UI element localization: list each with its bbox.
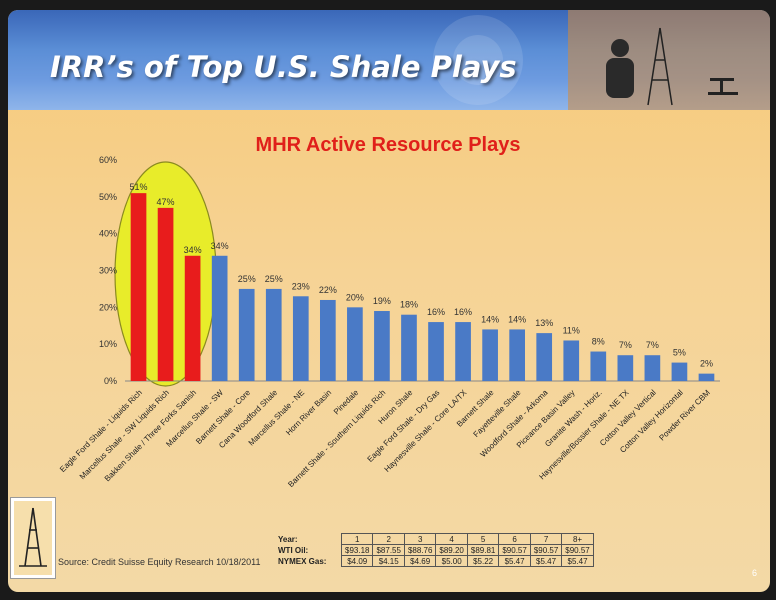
year-cell: 3 [403,533,437,545]
year-cell: 6 [498,533,531,545]
data-label: 20% [346,292,364,302]
chart-title: MHR Active Resource Plays [255,134,521,156]
bar [482,329,498,381]
oil-rig-icon [647,27,673,106]
year-cell: 1 [340,533,374,545]
bar [617,355,634,381]
company-logo [10,497,56,579]
row-label: NYMEX Gas: [278,556,327,566]
data-label: 16% [427,307,445,317]
year-cell: 2 [372,533,405,545]
category-label: Fayetteville Shale [472,388,523,439]
price-cell: $93.18 [340,544,374,556]
data-label: 8% [592,337,605,347]
source-note: Source: Credit Suisse Equity Research 10… [58,557,261,567]
bar [590,351,607,381]
page-number: 6 [752,568,758,578]
y-tick-label: 0% [104,376,117,386]
data-label: 7% [619,340,632,350]
data-label: 16% [454,307,472,317]
y-tick-label: 10% [99,339,117,349]
bar [347,307,363,381]
bar [238,288,255,381]
data-label: 22% [319,285,337,295]
bar [130,193,147,381]
title-banner: IRR’s of Top U.S. Shale Plays [8,10,770,110]
price-cell: $89.81 [466,544,500,556]
bar [265,288,282,381]
data-label: 5% [673,348,686,358]
bar [184,255,201,381]
year-cell: 4 [435,533,468,545]
price-header-row: Year: 1 2 3 4 5 6 7 8+ [275,533,594,545]
banner-title: IRR’s of Top U.S. Shale Plays [50,50,517,84]
price-cell: $90.57 [561,544,594,556]
price-cell: $88.76 [403,544,437,556]
price-cell: $4.09 [340,555,374,567]
bar [644,355,661,381]
bar [563,340,580,381]
bar [509,329,526,381]
data-label: 2% [700,359,713,369]
year-cell: 7 [529,533,563,545]
data-label: 18% [400,300,418,310]
pumpjack-icon [708,78,738,95]
y-tick-label: 40% [99,229,117,239]
data-label: 11% [563,325,580,335]
bar [401,314,417,381]
data-label: 25% [265,274,283,284]
price-cell: $89.20 [435,544,468,556]
data-label: 14% [481,314,499,324]
row-label: WTI Oil: [278,545,309,555]
year-header: Year: [278,534,298,544]
data-label: 7% [646,340,659,350]
price-cell: $5.47 [529,555,563,567]
bar [374,311,390,381]
price-cell: $5.47 [498,555,531,567]
data-label: 13% [535,318,553,328]
data-label: 34% [211,241,229,251]
data-label: 19% [373,296,391,306]
data-label: 25% [238,274,256,284]
y-tick-label: 50% [99,192,117,202]
bar [157,207,174,381]
y-tick-label: 60% [99,155,117,165]
y-tick-label: 30% [99,266,117,276]
bar [536,333,553,381]
worker-silhouette-icon [606,39,634,98]
y-tick-label: 20% [99,302,117,312]
data-label: 51% [130,182,148,192]
bar [428,322,444,381]
bar [671,362,688,381]
category-label: Powder River CBM [657,388,712,443]
bar [319,299,336,381]
year-cell: 8+ [561,533,594,545]
category-label: Barnett Shale - Southern Liquids Rich [286,388,387,489]
data-label: 34% [184,245,202,255]
price-cell: $90.57 [498,544,531,556]
bar [211,255,228,381]
price-assumptions-table: Year: 1 2 3 4 5 6 7 8+ WTI Oil: $93.18 $… [275,533,594,567]
price-cell: $5.00 [435,555,468,567]
oil-price-row: WTI Oil: $93.18 $87.55 $88.76 $89.20 $89… [275,544,594,556]
data-label: 23% [292,281,310,291]
banner-decoration [433,10,770,110]
price-cell: $5.22 [466,555,500,567]
data-label: 47% [157,197,175,207]
price-cell: $5.47 [561,555,594,567]
bar [698,373,715,381]
bar [292,296,309,381]
price-cell: $90.57 [529,544,563,556]
price-cell: $87.55 [372,544,405,556]
derrick-logo-icon [14,501,52,575]
gas-price-row: NYMEX Gas: $4.09 $4.15 $4.69 $5.00 $5.22… [275,555,594,567]
bar [455,322,471,381]
data-label: 14% [508,314,526,324]
price-cell: $4.69 [403,555,437,567]
year-cell: 5 [466,533,500,545]
price-cell: $4.15 [372,555,405,567]
